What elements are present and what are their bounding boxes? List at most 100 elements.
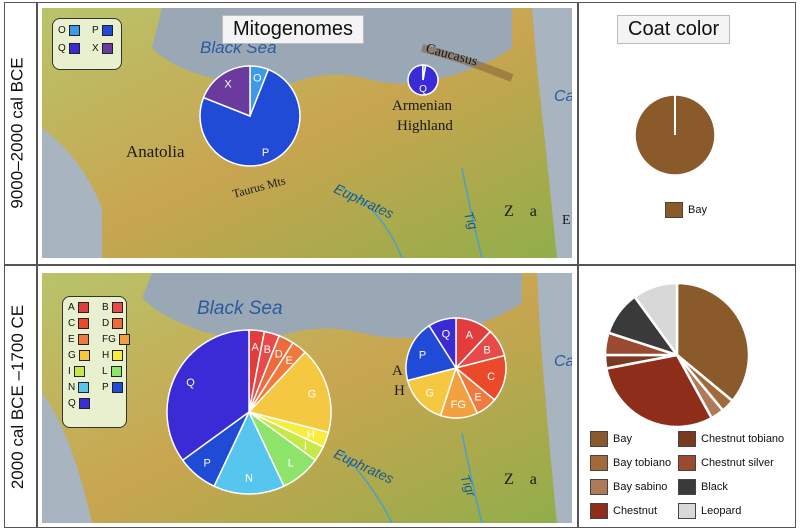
- anatolia-late-label-i: I: [304, 440, 307, 452]
- coat-late-leopard: [632, 281, 679, 359]
- armenian-late-q: [428, 317, 457, 371]
- legend-bottom: A B C D E FG G H I L N P Q: [62, 296, 130, 428]
- anatolia-late-q: [166, 329, 250, 462]
- legend-swatch: [112, 350, 124, 361]
- coat-legend-item-chestnut-silver: Chestnut silver: [678, 455, 774, 471]
- anatolia-early-label-p: P: [262, 147, 269, 159]
- row-label-late: 2000 cal BCE –1700 CE: [8, 304, 28, 489]
- label-zagros-bottom: Z a: [504, 471, 543, 488]
- coat-legend-label: Leopard: [701, 505, 742, 517]
- pie-coat-early: [634, 94, 716, 176]
- swatch-bay: [665, 202, 683, 218]
- legend-swatch: [78, 318, 90, 329]
- legend-swatch: [101, 43, 113, 54]
- anatolia-late-label-n: N: [245, 473, 253, 485]
- anatolia-late-label-p: P: [204, 458, 211, 470]
- legend-swatch: [111, 302, 123, 313]
- panel-title-mitogenomes-top: Mitogenomes: [222, 15, 365, 44]
- coat-legend-label: Chestnut silver: [701, 457, 774, 469]
- armenian-early-label-q: Q: [419, 84, 427, 95]
- label-armenian-partial: A: [392, 363, 403, 379]
- label-caspian-bottom: Ca: [554, 353, 572, 370]
- coat-legend-label: Bay: [688, 204, 707, 216]
- legend-item-c: C: [68, 318, 90, 329]
- armenian-late-label-a: A: [466, 330, 474, 342]
- legend-item-o: O: [58, 25, 80, 36]
- armenian-late-label-c: C: [487, 371, 495, 383]
- coat-swatch: [678, 503, 696, 519]
- legend-label: E: [68, 334, 75, 345]
- label-highland-partial: H: [394, 383, 405, 399]
- legend-swatch: [112, 318, 124, 329]
- legend-item-l: L: [102, 366, 122, 377]
- coat-swatch: [678, 455, 696, 471]
- coat-legend-item-chestnut-tobiano: Chestnut tobiano: [678, 431, 784, 447]
- coat-legend-item-chestnut: Chestnut: [590, 503, 657, 519]
- coat-swatch: [590, 479, 608, 495]
- legend-item-x: X: [92, 43, 113, 54]
- pie-anatolia-early: O P X Q: [199, 64, 439, 167]
- legend-label: N: [68, 382, 76, 393]
- coat-legend-item-leopard: Leopard: [678, 503, 741, 519]
- coat-legend-label: Bay: [613, 433, 632, 445]
- armenian-late-g: [406, 366, 458, 417]
- row-divider: [4, 264, 796, 266]
- anatolia-early-p: [199, 68, 301, 167]
- label-column-divider: [36, 2, 38, 528]
- legend-swatch: [73, 366, 85, 377]
- legend-swatch: [111, 382, 123, 393]
- coat-legend-item-bay-tobiano: Bay tobiano: [590, 455, 671, 471]
- legend-label: C: [68, 318, 76, 329]
- anatolia-late-label-h: H: [307, 429, 315, 441]
- legend-swatch: [78, 398, 90, 409]
- legend-swatch: [78, 382, 90, 393]
- legend-swatch: [78, 350, 90, 361]
- legend-label: A: [68, 302, 75, 313]
- coat-legend-label: Black: [701, 481, 728, 493]
- row-label-early: 9000–2000 cal BCE: [8, 57, 28, 209]
- legend-label: O: [58, 25, 66, 36]
- armenian-late-p: [405, 324, 458, 382]
- armenian-late-label-p: P: [419, 350, 426, 362]
- legend-item-q: Q: [58, 43, 80, 54]
- legend-swatch: [77, 302, 89, 313]
- anatolia-early-label-o: O: [253, 73, 262, 85]
- label-east-edge: E: [562, 213, 571, 228]
- legend-swatch: [101, 25, 113, 36]
- legend-swatch: [68, 43, 80, 54]
- legend-item-fg: FG: [102, 334, 130, 345]
- anatolia-late-n: [213, 410, 285, 495]
- legend-item-h: H: [102, 350, 124, 361]
- legend-item-p: P: [102, 382, 123, 393]
- coat-legend-label: Chestnut tobiano: [701, 433, 785, 445]
- anatolia-late-label-g: G: [308, 389, 317, 401]
- column-divider: [577, 2, 579, 528]
- anatolia-late-g: [247, 351, 332, 434]
- armenian-late-label-g: G: [425, 388, 434, 400]
- legend-label: I: [68, 366, 71, 377]
- legend-label: FG: [102, 334, 116, 345]
- coat-swatch: [678, 479, 696, 495]
- coat-swatch: [590, 431, 608, 447]
- anatolia-late-label-a: A: [252, 342, 260, 354]
- legend-label: P: [92, 25, 99, 36]
- coat-legend-item-bay-sabino: Bay sabino: [590, 479, 667, 495]
- legend-label: B: [102, 302, 109, 313]
- legend-item-p: P: [92, 25, 113, 36]
- legend-label: P: [102, 382, 109, 393]
- armenian-late-label-q: Q: [442, 328, 451, 340]
- map-top-background: [42, 8, 572, 258]
- coat-swatch: [590, 503, 608, 519]
- legend-label: H: [102, 350, 110, 361]
- legend-swatch: [77, 334, 89, 345]
- panel-title-coat-color: Coat color: [617, 15, 731, 44]
- coat-legend-item-black: Black: [678, 479, 728, 495]
- legend-item-q: Q: [68, 398, 90, 409]
- legend-label: L: [102, 366, 108, 377]
- anatolia-late-label-q: Q: [186, 377, 195, 389]
- armenian-late-label-fg: FG: [451, 399, 466, 411]
- coat-late-chestnut: [604, 353, 714, 429]
- legend-label: G: [68, 350, 76, 361]
- legend-label: D: [102, 318, 110, 329]
